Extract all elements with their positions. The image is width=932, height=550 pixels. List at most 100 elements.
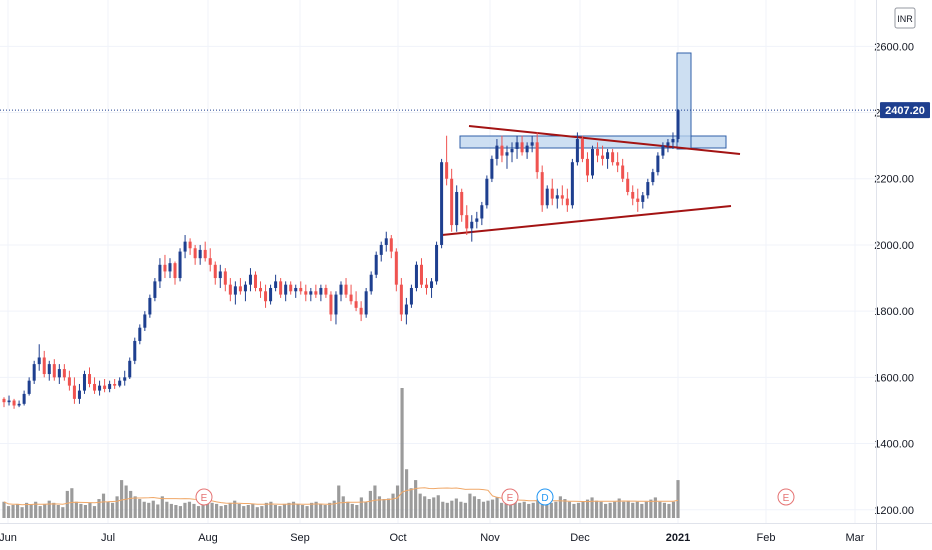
candle-body [329,294,333,315]
x-tick-label: 2021 [666,532,690,544]
candle-body [450,178,454,226]
volume-bar [124,485,128,518]
volume-bar [450,500,454,518]
candle-body [596,148,600,156]
volume-bar [205,501,210,518]
x-tick-label: Jul [101,532,115,544]
drawings[interactable] [441,52,741,236]
volume-bar [567,501,572,518]
volume-bar [572,503,576,518]
candle-body [223,271,227,285]
volume-bar [52,502,56,518]
event-marker-earnings[interactable]: E [195,488,213,506]
volume-bar [382,499,386,518]
volume-bar [662,502,667,518]
volume-bar [590,497,594,518]
x-tick-label: Jun [0,532,17,544]
volume-bar [522,501,526,518]
candle-body [424,284,429,288]
volume-bar [545,500,549,518]
candle-body [606,152,610,159]
candle-body [611,152,615,163]
candle-body [198,249,202,259]
event-marker-earnings[interactable]: E [777,488,795,506]
event-marker-earnings[interactable]: E [501,488,519,506]
candle-body [631,191,635,199]
candle-body [143,314,147,328]
volume-bar [269,501,273,518]
candle-body [560,195,564,199]
candle-body [661,145,665,156]
volume-bar [251,503,255,518]
event-label: E [507,493,514,504]
volume-bar [323,505,327,518]
descending-trendline[interactable] [468,125,741,155]
currency-label: INR [897,14,913,24]
candle-body [540,172,544,206]
volume-bar [558,496,562,518]
candle-body [238,286,242,292]
candle-body [98,385,102,391]
candle-body [510,148,514,153]
volume-bar [165,501,169,518]
volume-bar [133,496,137,518]
candle-body [314,291,318,295]
candle-body [264,291,268,302]
volume-bar [20,507,24,518]
last-price-badge: 2407.20 [880,102,930,119]
candle-body [279,281,283,295]
volume-bar [2,501,6,518]
candle-body [299,287,303,292]
volume-bar [355,505,359,518]
candle-body [304,291,308,295]
candle-body [470,221,474,229]
ascending-trendline[interactable] [441,205,732,236]
volume-bar [74,501,78,518]
event-marker-dividend[interactable]: D [536,488,554,506]
volume-bar [414,480,418,518]
candle-body [193,248,197,259]
candle-body [203,249,207,259]
candle-body [570,162,574,206]
volume-bar [196,506,201,518]
candle-body [284,284,288,295]
volume-bar [604,503,608,518]
volume-bar [328,502,332,518]
volume-bar [395,485,400,518]
volume-moving-average-line [3,487,679,506]
volume-bar [423,496,427,518]
y-tick-label: 1400.00 [874,439,914,451]
volume-bar [255,507,259,518]
candle-body [32,364,36,381]
volume-bar [151,500,155,518]
x-tick-label: Dec [570,532,590,544]
volume-bar [359,497,363,518]
volume-bar [346,501,350,518]
candle-body [455,191,459,226]
candle-body [520,142,524,153]
event-label: E [201,493,208,504]
candle-body [480,205,484,219]
volume-bar [291,501,296,518]
candle-body [319,287,323,295]
volume-bar [224,505,228,518]
volume-bar [300,505,305,518]
volume-bar [6,506,11,518]
volume-bar [653,497,657,518]
volume-bar [215,503,219,518]
volume-bar [38,506,42,518]
volume-bar [386,498,391,518]
volume-bar [649,499,653,518]
volume-bars [2,388,680,518]
candle-body [173,263,177,279]
candle-body [233,286,237,295]
candle-body [435,244,439,282]
candle-body [243,284,247,292]
candle-body [42,357,46,375]
currency-badge[interactable]: INR [894,7,916,29]
candle-body [505,152,509,156]
volume-bar [350,503,354,518]
volume-bar [531,502,535,518]
